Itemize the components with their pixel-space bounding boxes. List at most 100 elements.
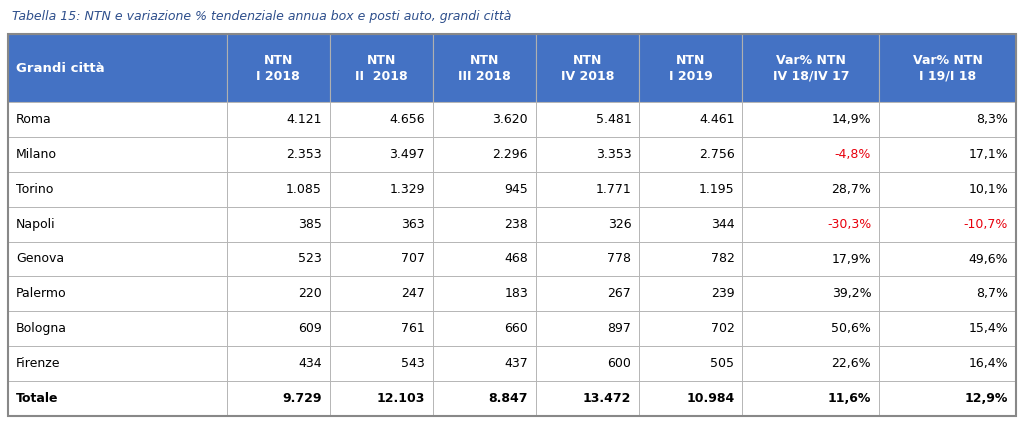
- Bar: [639, 102, 742, 137]
- Bar: [226, 381, 330, 416]
- Bar: [330, 102, 433, 137]
- Bar: [433, 276, 537, 311]
- Bar: [8, 381, 226, 416]
- Bar: [639, 276, 742, 311]
- Bar: [226, 137, 330, 172]
- Bar: [880, 381, 1016, 416]
- Text: 523: 523: [298, 253, 322, 265]
- Text: 17,1%: 17,1%: [969, 148, 1008, 161]
- Text: 385: 385: [298, 218, 322, 231]
- Bar: [226, 242, 330, 276]
- Text: 267: 267: [607, 287, 631, 300]
- Bar: [226, 311, 330, 346]
- Text: 363: 363: [401, 218, 425, 231]
- Bar: [742, 276, 880, 311]
- Text: 434: 434: [298, 357, 322, 370]
- Bar: [537, 172, 639, 206]
- Bar: [8, 172, 226, 206]
- Text: 247: 247: [401, 287, 425, 300]
- Bar: [226, 206, 330, 242]
- Text: NTN
III 2018: NTN III 2018: [458, 53, 511, 83]
- Bar: [433, 137, 537, 172]
- Bar: [742, 102, 880, 137]
- Text: 8,7%: 8,7%: [976, 287, 1008, 300]
- Text: 3.620: 3.620: [493, 113, 528, 126]
- Text: Tabella 15: NTN e variazione % tendenziale annua box e posti auto, grandi città: Tabella 15: NTN e variazione % tendenzia…: [12, 10, 511, 23]
- Bar: [537, 242, 639, 276]
- Bar: [330, 172, 433, 206]
- Bar: [880, 172, 1016, 206]
- Text: -10,7%: -10,7%: [964, 218, 1008, 231]
- Text: Milano: Milano: [16, 148, 57, 161]
- Bar: [433, 381, 537, 416]
- Bar: [880, 276, 1016, 311]
- Text: 4.461: 4.461: [699, 113, 734, 126]
- Bar: [742, 346, 880, 381]
- Bar: [537, 381, 639, 416]
- Text: 1.771: 1.771: [596, 183, 631, 196]
- Bar: [8, 242, 226, 276]
- Text: 437: 437: [505, 357, 528, 370]
- Bar: [537, 137, 639, 172]
- Text: 1.085: 1.085: [286, 183, 322, 196]
- Bar: [330, 242, 433, 276]
- Bar: [639, 137, 742, 172]
- Text: 3.353: 3.353: [596, 148, 631, 161]
- Bar: [226, 346, 330, 381]
- Text: 2.353: 2.353: [286, 148, 322, 161]
- Text: 707: 707: [401, 253, 425, 265]
- Bar: [880, 311, 1016, 346]
- Text: 782: 782: [711, 253, 734, 265]
- Text: -4,8%: -4,8%: [835, 148, 871, 161]
- Bar: [639, 34, 742, 102]
- Text: -30,3%: -30,3%: [827, 218, 871, 231]
- Text: 39,2%: 39,2%: [831, 287, 871, 300]
- Text: 761: 761: [401, 322, 425, 335]
- Text: NTN
IV 2018: NTN IV 2018: [561, 53, 614, 83]
- Text: Roma: Roma: [16, 113, 52, 126]
- Bar: [537, 346, 639, 381]
- Bar: [330, 311, 433, 346]
- Text: 600: 600: [607, 357, 631, 370]
- Bar: [8, 206, 226, 242]
- Bar: [742, 172, 880, 206]
- Bar: [433, 206, 537, 242]
- Text: 8.847: 8.847: [488, 392, 528, 405]
- Text: 344: 344: [711, 218, 734, 231]
- Bar: [8, 276, 226, 311]
- Text: 10.984: 10.984: [686, 392, 734, 405]
- Text: 897: 897: [607, 322, 631, 335]
- Text: Napoli: Napoli: [16, 218, 55, 231]
- Text: 183: 183: [505, 287, 528, 300]
- Text: 5.481: 5.481: [596, 113, 631, 126]
- Bar: [537, 34, 639, 102]
- Bar: [742, 381, 880, 416]
- Text: Bologna: Bologna: [16, 322, 67, 335]
- Text: 12,9%: 12,9%: [965, 392, 1008, 405]
- Bar: [639, 172, 742, 206]
- Text: 220: 220: [298, 287, 322, 300]
- Bar: [537, 206, 639, 242]
- Bar: [639, 381, 742, 416]
- Text: 50,6%: 50,6%: [831, 322, 871, 335]
- Bar: [330, 206, 433, 242]
- Bar: [880, 102, 1016, 137]
- Bar: [226, 34, 330, 102]
- Text: 778: 778: [607, 253, 631, 265]
- Text: 2.756: 2.756: [698, 148, 734, 161]
- Text: NTN
II  2018: NTN II 2018: [355, 53, 408, 83]
- Text: 11,6%: 11,6%: [827, 392, 871, 405]
- Text: Grandi città: Grandi città: [16, 61, 104, 75]
- Text: 28,7%: 28,7%: [831, 183, 871, 196]
- Text: 12.103: 12.103: [377, 392, 425, 405]
- Text: 326: 326: [607, 218, 631, 231]
- Text: 9.729: 9.729: [283, 392, 322, 405]
- Bar: [226, 102, 330, 137]
- Text: 4.656: 4.656: [389, 113, 425, 126]
- Bar: [330, 346, 433, 381]
- Text: 14,9%: 14,9%: [831, 113, 871, 126]
- Bar: [742, 34, 880, 102]
- Bar: [880, 137, 1016, 172]
- Bar: [433, 242, 537, 276]
- Text: 505: 505: [711, 357, 734, 370]
